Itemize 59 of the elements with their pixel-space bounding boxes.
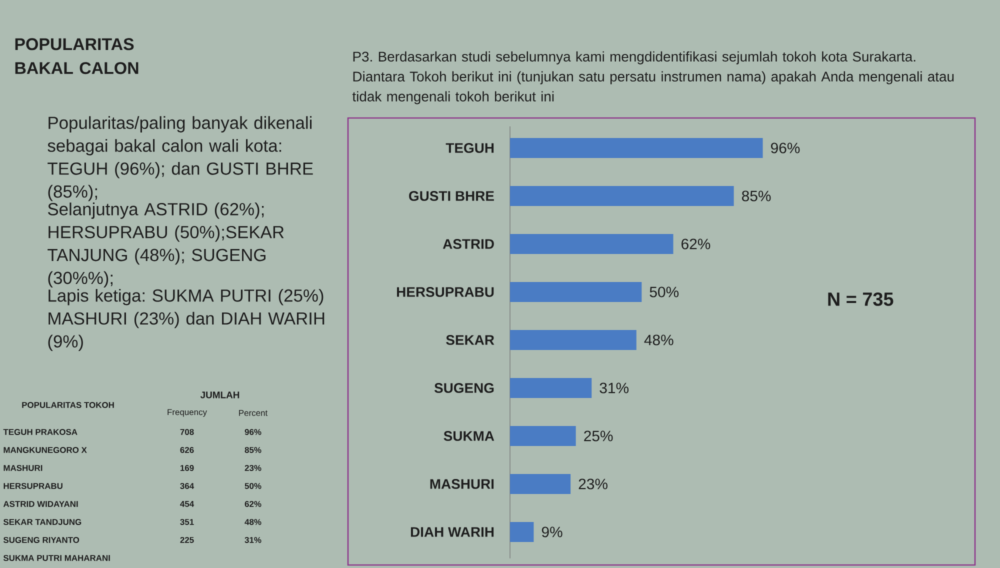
data-label: 225 [180,536,194,543]
bar [510,522,534,542]
text: POPULARITAS TOKOH [22,402,114,408]
data-label: 351 [180,518,194,525]
data-label: 62% [682,238,710,250]
text: Frequency [168,409,207,417]
data-label: 23% [578,478,608,490]
category-label: MASHURI [4,464,42,471]
data-label: 169 [180,464,194,471]
y-tick-label: ASTRID [442,239,494,249]
data-label: 48% [644,334,674,346]
category-label: TEGUH PRAKOSA [3,428,78,435]
bar [510,378,592,398]
data-label: 62% [244,500,262,507]
chart-title: P3. Berdasarkan studi sebelumnya kami mengdidentifikasi sejumlah tokoh kota Surakarta. Diantara Tokoh berikut ini (tunjukan satu persatu instrumen nama) apakah Anda mengenali atau tidak mengenali tokoh berikut ini [352,51,954,104]
y-tick-label: TEGUH [446,143,494,153]
y-tick-label: SUGENG [434,383,494,393]
category-label: SUKMA PUTRI MAHARANI [3,554,110,561]
bar [510,330,636,350]
data-label: 626 [180,446,194,453]
y-tick-label: SUKMA [444,431,494,441]
y-tick-label: GUSTI BHRE [409,191,494,201]
data-label: 708 [180,428,194,435]
bar [510,474,571,494]
text: Lapis ketiga: SUKMA PUTRI (25%) MASHURI (23%) dan DIAH WARIH (9%) [48,288,324,352]
text: N = 735 [828,292,894,306]
y-tick-label: DIAH WARIH [410,527,494,537]
legend-title: JUMLAH [200,392,240,398]
bar [510,426,576,446]
bar [510,186,734,206]
data-label: 85% [742,190,771,202]
text: Selanjutnya ASTRID (62%); HERSUPRABU (50%);SEKAR TANJUNG (48%); SUGENG (30%%); [48,202,284,288]
bar [510,138,763,158]
data-label: 85% [244,446,262,453]
data-label: 31% [600,382,629,394]
data-label: 50% [650,286,679,298]
text: POPULARITAS BAKAL CALON [15,38,138,74]
category-label: HERSUPRABU [4,482,62,489]
y-tick-label: MASHURI [430,479,494,489]
data-label: 96% [244,428,262,435]
category-label: MANGKUNEGORO X [4,446,87,453]
category-label: SUGENG RIYANTO [3,536,80,543]
data-label: 25% [584,430,613,442]
data-label: 50% [244,482,262,489]
text: Popularitas/paling banyak dikenali sebagai bakal calon wali kota: TEGUH (96%); dan GUSTI BHRE (85%); [48,116,313,202]
y-tick-label: SEKAR [446,335,494,345]
data-label: 23% [244,464,262,471]
data-label: 31% [244,536,262,543]
text: Percent [239,410,268,416]
category-label: ASTRID WIDAYANI [3,500,78,507]
data-label: 48% [244,518,262,525]
data-label: 9% [542,526,562,538]
bar [510,234,674,254]
data-label: 96% [771,142,800,154]
category-label: SEKAR TANDJUNG [3,518,82,525]
bar [510,282,642,302]
data-label: 454 [180,501,194,507]
data-label: 364 [180,482,194,489]
y-tick-label: HERSUPRABU [397,287,494,297]
